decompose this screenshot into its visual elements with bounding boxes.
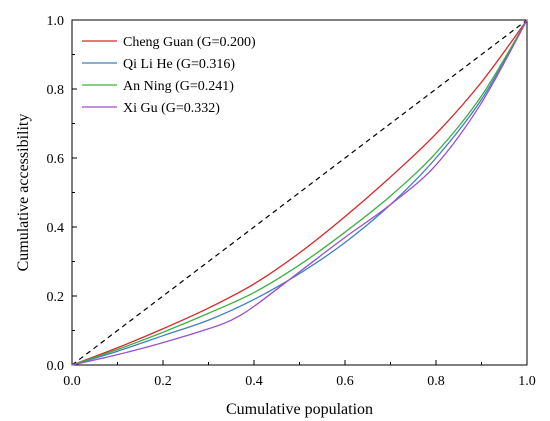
legend: Cheng Guan (G=0.200) Qi Li He (G=0.316) An…	[82, 35, 256, 116]
series-line-3	[71, 19, 528, 366]
y-tick-label: 1.0	[47, 14, 65, 29]
x-tick-label: 0.2	[154, 374, 172, 389]
series-lines	[71, 19, 528, 366]
legend-label: Cheng Guan (G=0.200)	[123, 35, 256, 50]
legend-label: Xi Gu (G=0.332)	[123, 101, 220, 116]
legend-label: An Ning (G=0.241)	[123, 79, 234, 94]
x-axis-label: Cumulative population	[226, 401, 373, 418]
series-line-2	[71, 19, 528, 366]
y-tick-label: 0.6	[47, 152, 65, 167]
x-tick-label: 1.0	[518, 374, 536, 389]
y-tick-label: 0.4	[47, 221, 65, 236]
y-axis-label: Cumulative accessibility	[15, 114, 32, 272]
y-tick-label: 0.8	[47, 83, 65, 98]
x-tick-label: 0.8	[427, 374, 445, 389]
x-tick-label: 0.0	[63, 374, 81, 389]
series-line-1	[71, 19, 528, 366]
y-tick-label: 0.2	[47, 290, 65, 305]
x-axis-ticks: 0.0 0.2 0.4 0.6 0.8 1.0	[63, 360, 536, 389]
legend-label: Qi Li He (G=0.316)	[123, 57, 235, 72]
x-tick-label: 0.6	[336, 374, 354, 389]
series-line-0	[71, 19, 528, 366]
y-tick-label: 0.0	[47, 359, 65, 374]
x-tick-label: 0.4	[245, 374, 263, 389]
